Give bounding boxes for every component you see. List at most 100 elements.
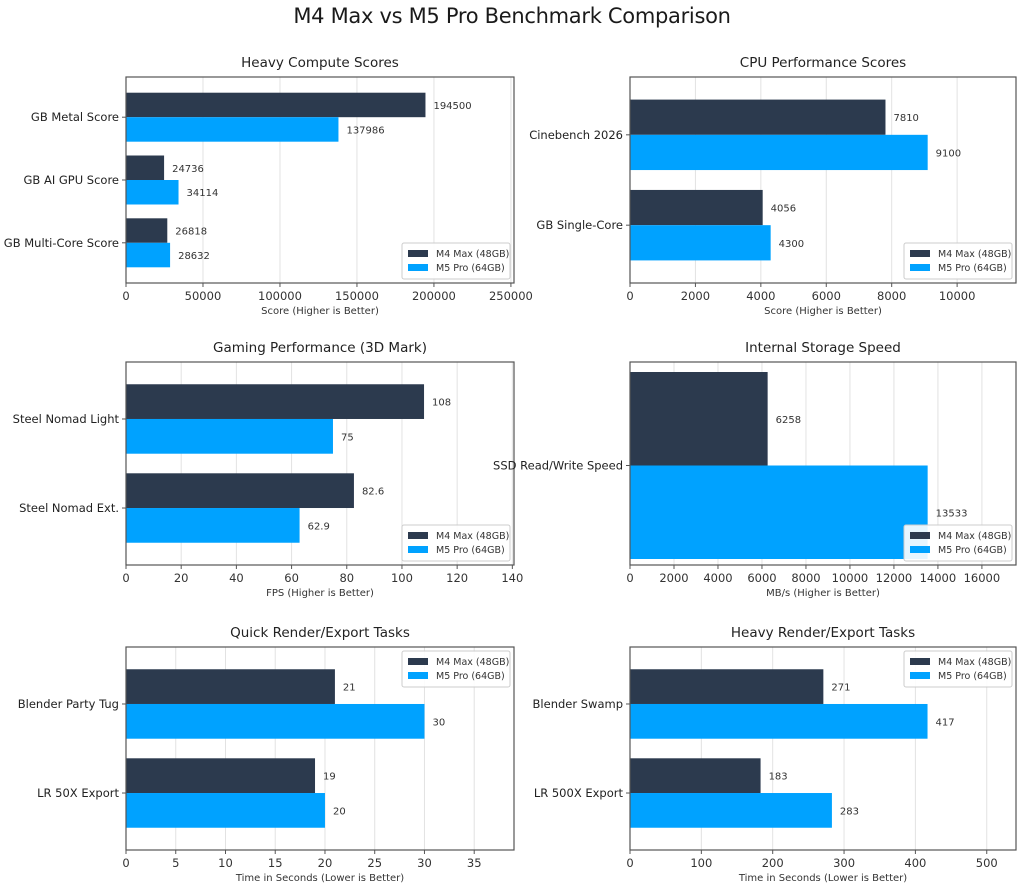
- bar-m5-pro: [126, 418, 333, 454]
- category-label: LR 500X Export: [534, 786, 624, 800]
- value-label: 108: [432, 398, 451, 409]
- legend-box: [401, 524, 511, 562]
- value-label: 62.9: [308, 521, 330, 532]
- bar-m4-max: [126, 758, 316, 794]
- value-label: 34114: [187, 188, 219, 199]
- bar-m5-pro: [630, 225, 771, 261]
- chart-panel-1: Heavy Compute Scores GB Metal Score 194500…: [4, 55, 533, 317]
- x-tick-label: 2000: [681, 289, 710, 303]
- axes-frame: [125, 76, 515, 284]
- x-tick-label: 250000: [489, 289, 533, 303]
- x-tick-label: 500: [976, 856, 998, 870]
- value-label: 13533: [936, 508, 968, 519]
- category-label: Steel Nomad Light: [13, 412, 120, 426]
- value-label: 4300: [779, 239, 804, 250]
- x-tick-label: 6000: [747, 571, 776, 585]
- value-label: 30: [432, 717, 445, 728]
- legend-label: M5 Pro (64GB): [938, 545, 1007, 556]
- legend-swatch-m5-pro: [408, 672, 428, 679]
- x-tick-label: 30: [417, 856, 432, 870]
- bar-m5-pro: [126, 793, 325, 828]
- value-label: 20: [333, 806, 346, 817]
- x-tick-label: 60: [284, 571, 299, 585]
- chart-panel-4: Internal Storage Speed SSD Read/Write Spe…: [493, 340, 1017, 599]
- legend-label: M5 Pro (64GB): [938, 263, 1007, 274]
- legend: M4 Max (48GB) M5 Pro (64GB): [903, 524, 1013, 562]
- legend-swatch-m5-pro: [910, 264, 930, 271]
- x-tick-label: 80: [339, 571, 354, 585]
- x-tick-label: 16000: [964, 571, 1001, 585]
- x-tick-label: 8000: [791, 571, 820, 585]
- legend: M4 Max (48GB) M5 Pro (64GB): [903, 242, 1013, 280]
- bar-m5-pro: [630, 793, 832, 828]
- x-axis-label: Score (Higher is Better): [764, 306, 882, 317]
- x-tick-label: 150000: [335, 289, 379, 303]
- bar-m4-max: [126, 473, 354, 509]
- bar-m4-max: [630, 669, 824, 704]
- legend-swatch-m4-max: [910, 250, 930, 257]
- x-tick-label: 10000: [832, 571, 869, 585]
- legend-swatch-m5-pro: [408, 546, 428, 553]
- x-tick-label: 25: [367, 856, 382, 870]
- value-label: 417: [936, 717, 955, 728]
- category-label: Blender Party Tug: [18, 697, 119, 711]
- legend-label: M5 Pro (64GB): [938, 671, 1007, 682]
- x-tick-label: 15: [268, 856, 283, 870]
- x-axis-label: FPS (Higher is Better): [266, 588, 374, 599]
- value-label: 4056: [771, 204, 796, 215]
- chart-title: CPU Performance Scores: [740, 55, 906, 71]
- legend-swatch-m5-pro: [408, 264, 428, 271]
- legend-label: M4 Max (48GB): [436, 531, 509, 542]
- x-tick-label: 10: [218, 856, 233, 870]
- legend-box: [903, 524, 1013, 562]
- x-tick-label: 4000: [746, 289, 775, 303]
- axes-frame: [125, 646, 515, 851]
- chart-title: Heavy Render/Export Tasks: [731, 625, 915, 641]
- legend-label: M5 Pro (64GB): [436, 545, 505, 556]
- value-label: 24736: [172, 164, 204, 175]
- category-label: Blender Swamp: [533, 697, 623, 711]
- x-tick-label: 100: [690, 856, 712, 870]
- bar-m4-max: [630, 189, 763, 226]
- legend-label: M5 Pro (64GB): [436, 671, 505, 682]
- category-label: GB AI GPU Score: [24, 173, 120, 187]
- axes-frame: [629, 646, 1017, 851]
- value-label: 6258: [776, 415, 801, 426]
- legend: M4 Max (48GB) M5 Pro (64GB): [401, 242, 511, 280]
- chart-panel-3: Gaming Performance (3D Mark) Steel Nomad …: [13, 340, 524, 599]
- legend-swatch-m4-max: [910, 658, 930, 665]
- x-tick-label: 2000: [659, 571, 688, 585]
- x-tick-label: 20: [318, 856, 333, 870]
- bar-m4-max: [126, 669, 335, 704]
- value-label: 271: [831, 683, 850, 694]
- legend-box: [401, 650, 511, 688]
- value-label: 75: [341, 432, 354, 443]
- x-tick-label: 10000: [939, 289, 976, 303]
- legend: M4 Max (48GB) M5 Pro (64GB): [401, 524, 511, 562]
- x-tick-label: 4000: [703, 571, 732, 585]
- bar-m4-max: [630, 372, 768, 466]
- legend-swatch-m4-max: [408, 250, 428, 257]
- x-tick-label: 400: [904, 856, 926, 870]
- x-tick-label: 0: [122, 856, 129, 870]
- legend-box: [401, 242, 511, 280]
- legend: M4 Max (48GB) M5 Pro (64GB): [401, 650, 511, 688]
- main-title: M4 Max vs M5 Pro Benchmark Comparison: [293, 4, 731, 28]
- x-tick-label: 100: [391, 571, 413, 585]
- category-label: Steel Nomad Ext.: [19, 501, 119, 515]
- value-label: 28632: [178, 251, 210, 262]
- x-tick-label: 100000: [258, 289, 302, 303]
- x-tick-label: 0: [122, 571, 129, 585]
- legend-swatch-m4-max: [408, 532, 428, 539]
- value-label: 19: [323, 772, 336, 783]
- x-tick-label: 0: [626, 571, 633, 585]
- axes-frame: [125, 361, 515, 566]
- value-label: 26818: [175, 227, 207, 238]
- bar-m4-max: [126, 155, 165, 180]
- bar-m5-pro: [126, 242, 171, 268]
- chart-title: Quick Render/Export Tasks: [230, 625, 410, 641]
- category-label: GB Single-Core: [536, 218, 623, 232]
- chart-title: Internal Storage Speed: [745, 340, 901, 356]
- x-tick-label: 300: [833, 856, 855, 870]
